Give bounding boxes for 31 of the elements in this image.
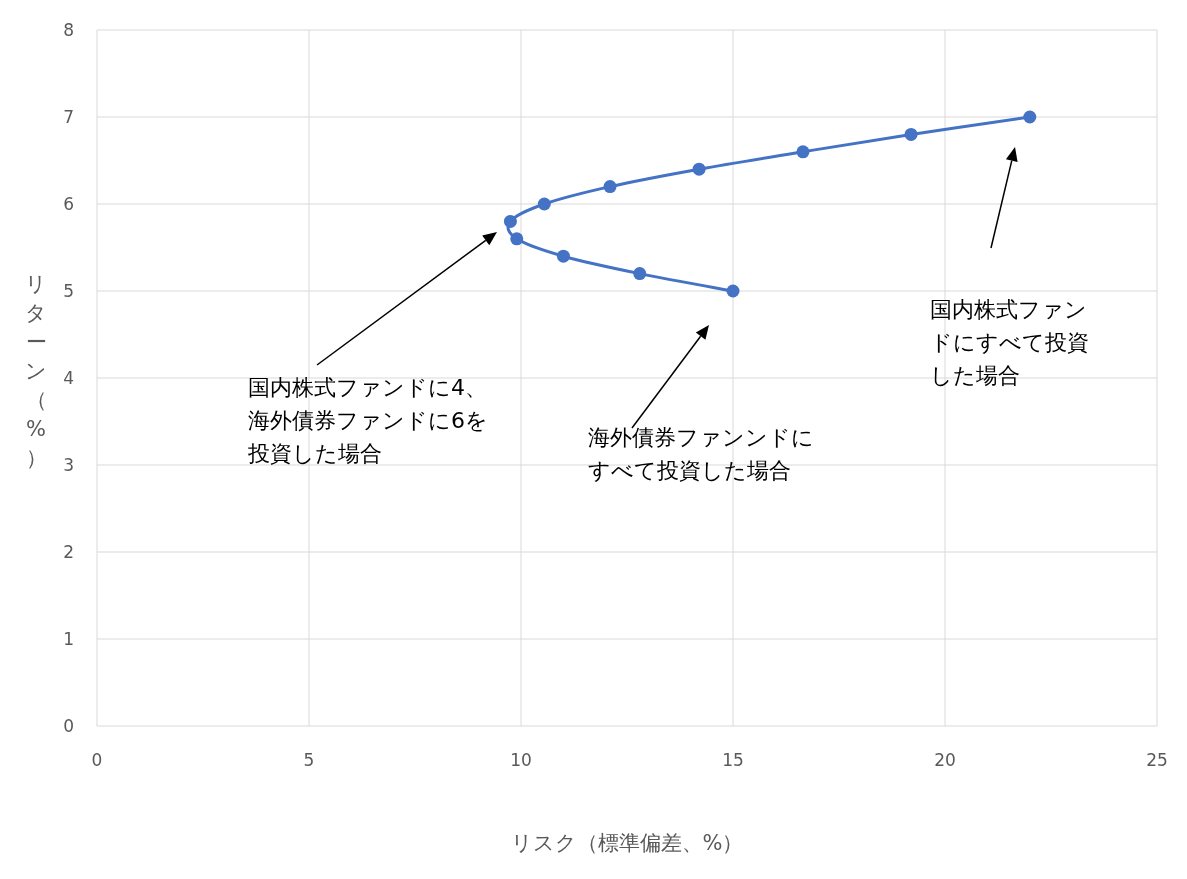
annotation: 国内株式ファンドに4、海外債券ファンドに6を投資した場合 <box>247 375 488 466</box>
x-tick-label: 5 <box>303 750 315 770</box>
y-tick-label: 2 <box>63 542 74 562</box>
y-axis-title: リターン（%） <box>25 272 47 470</box>
x-tick-label: 0 <box>91 750 103 770</box>
y-tick-label: 4 <box>63 368 74 388</box>
annotation: 国内株式ファンドにすべて投資した場合 <box>930 297 1089 388</box>
point <box>904 127 918 141</box>
point <box>692 162 706 176</box>
point <box>537 197 551 211</box>
y-tick-label: 6 <box>63 194 74 214</box>
point <box>556 249 570 263</box>
point <box>633 267 647 281</box>
x-tick-label: 20 <box>934 750 956 770</box>
annotation: 海外債券ファンンドにすべて投資した場合 <box>588 425 814 483</box>
x-axis-title: リスク（標準偏差、%） <box>510 831 744 855</box>
point <box>503 214 517 228</box>
point <box>510 232 524 246</box>
y-tick-label: 5 <box>63 281 74 301</box>
y-tick-label: 3 <box>63 455 74 475</box>
point <box>1023 110 1037 124</box>
y-tick-label: 7 <box>63 107 74 127</box>
y-tick-label: 0 <box>63 716 74 736</box>
point <box>603 180 617 194</box>
x-tick-label: 25 <box>1146 750 1168 770</box>
y-tick-label: 1 <box>63 629 74 649</box>
x-tick-label: 15 <box>722 750 744 770</box>
y-tick-label: 8 <box>63 20 74 40</box>
point <box>796 145 810 159</box>
point <box>726 284 740 298</box>
x-tick-label: 10 <box>510 750 532 770</box>
